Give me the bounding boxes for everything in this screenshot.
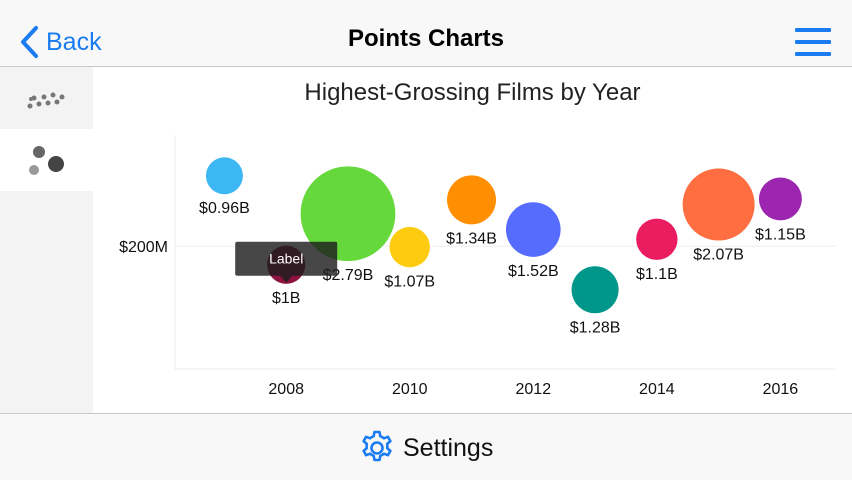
data-label: $1.1B <box>636 266 678 283</box>
bubble-point[interactable] <box>682 168 755 241</box>
scatter-points-icon <box>27 92 65 109</box>
chart-type-sidebar <box>0 67 93 413</box>
gear-icon <box>362 430 392 462</box>
hamburger-menu-icon[interactable] <box>793 25 833 59</box>
page-title: Points Charts <box>347 25 505 52</box>
bubble-point[interactable] <box>300 166 396 262</box>
navigation-bar: Back Points Charts <box>0 0 852 67</box>
bubble-point[interactable] <box>389 226 430 268</box>
data-label: $2.07B <box>693 247 744 264</box>
tooltip-background <box>235 241 338 283</box>
settings-button[interactable]: Settings <box>358 428 493 468</box>
data-label: $1.07B <box>384 273 435 290</box>
chart-title: Highest-Grossing Films by Year <box>304 79 641 106</box>
y-tick-label: $200M <box>119 239 168 256</box>
sidebar-tab-scatter[interactable] <box>0 67 93 129</box>
data-label: $1.52B <box>508 263 559 280</box>
data-label: $1.28B <box>570 319 621 336</box>
data-label: $0.96B <box>199 200 250 217</box>
x-tick-label: 2010 <box>392 381 428 398</box>
chevron-left-icon <box>21 26 38 58</box>
tooltip: Label <box>235 241 338 283</box>
bubble-points-icon <box>29 146 64 175</box>
data-label: $1.15B <box>755 226 806 243</box>
bubble-point[interactable] <box>758 177 802 221</box>
sidebar-tab-bubble[interactable] <box>0 129 93 191</box>
tooltip-label: Label <box>269 251 303 267</box>
bubble-point[interactable] <box>636 218 678 260</box>
bubble-point[interactable] <box>505 202 561 257</box>
back-label: Back <box>46 27 102 56</box>
data-label: $1.34B <box>446 230 497 247</box>
x-tick-label: 2016 <box>763 381 799 398</box>
x-tick-label: 2014 <box>639 381 675 398</box>
bubble-point[interactable] <box>571 266 619 314</box>
x-tick-label: 2008 <box>268 381 304 398</box>
footer-toolbar: Settings <box>0 413 852 480</box>
bubble-point[interactable] <box>447 175 496 225</box>
x-tick-label: 2012 <box>516 381 552 398</box>
bubble-point[interactable] <box>205 157 243 195</box>
back-button[interactable]: Back <box>18 24 102 60</box>
data-label: $1B <box>272 290 300 307</box>
settings-label: Settings <box>403 433 494 462</box>
chart-area: Highest-Grossing Films by Year $200M 2008… <box>93 67 852 413</box>
